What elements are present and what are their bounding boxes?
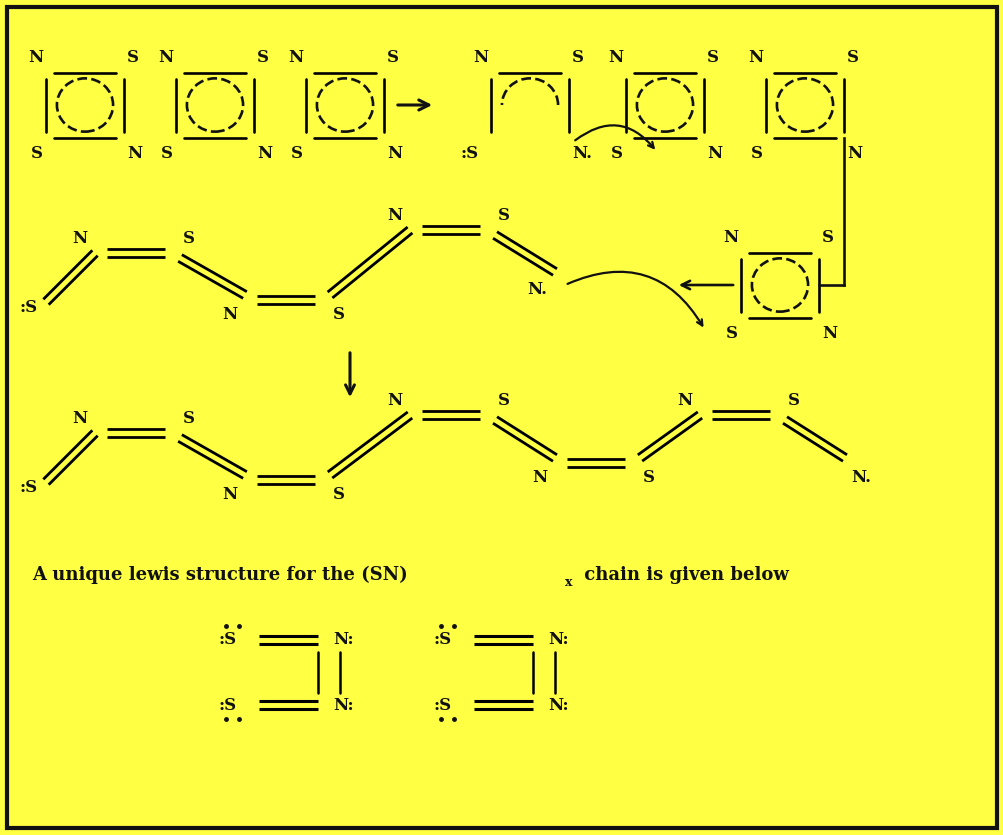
Text: N: N — [722, 229, 737, 245]
Text: S: S — [750, 144, 762, 161]
Text: N: N — [386, 392, 401, 409]
Text: A unique lewis structure for the (SN): A unique lewis structure for the (SN) — [32, 566, 407, 584]
Text: S: S — [706, 48, 718, 65]
Text: S: S — [333, 486, 345, 503]
Text: N: N — [222, 486, 237, 503]
Text: N: N — [257, 144, 272, 161]
Text: N: N — [222, 306, 237, 323]
Text: :S: :S — [433, 696, 451, 713]
Text: N: N — [386, 207, 401, 224]
Text: S: S — [386, 48, 398, 65]
Text: N: N — [288, 48, 303, 65]
Text: :S: :S — [433, 631, 451, 649]
Text: S: S — [821, 229, 833, 245]
Text: S: S — [291, 144, 303, 161]
Text: :S: :S — [460, 144, 478, 161]
Text: N.: N. — [851, 469, 871, 486]
Text: N.: N. — [527, 281, 547, 298]
Text: N: N — [157, 48, 173, 65]
Text: S: S — [257, 48, 269, 65]
Text: N: N — [28, 48, 43, 65]
Text: N: N — [126, 144, 142, 161]
Text: S: S — [787, 392, 799, 409]
Text: N:: N: — [333, 696, 353, 713]
Text: N: N — [607, 48, 623, 65]
Text: S: S — [725, 325, 737, 342]
Text: N: N — [821, 325, 837, 342]
Text: S: S — [126, 48, 138, 65]
Text: S: S — [572, 48, 584, 65]
Text: S: S — [497, 392, 510, 409]
Text: N: N — [706, 144, 721, 161]
Text: S: S — [183, 230, 195, 247]
Text: S: S — [642, 469, 654, 486]
Text: N: N — [847, 144, 862, 161]
Text: N:: N: — [548, 631, 568, 649]
Text: N: N — [386, 144, 402, 161]
Text: N.: N. — [572, 144, 592, 161]
Text: chain is given below: chain is given below — [578, 566, 788, 584]
Text: N:: N: — [548, 696, 568, 713]
Text: S: S — [497, 207, 510, 224]
Text: :S: :S — [20, 298, 38, 316]
Text: N: N — [72, 410, 87, 427]
Text: N:: N: — [333, 631, 353, 649]
Text: :S: :S — [219, 696, 237, 713]
Text: N: N — [532, 469, 547, 486]
Text: N: N — [472, 48, 487, 65]
Text: S: S — [611, 144, 623, 161]
Text: x: x — [565, 576, 572, 590]
Text: S: S — [31, 144, 43, 161]
Text: S: S — [333, 306, 345, 323]
Text: :S: :S — [20, 478, 38, 495]
Text: S: S — [847, 48, 859, 65]
Text: N: N — [747, 48, 762, 65]
Text: :S: :S — [219, 631, 237, 649]
Text: S: S — [183, 410, 195, 427]
Text: N: N — [72, 230, 87, 247]
Text: N: N — [676, 392, 691, 409]
Text: S: S — [160, 144, 173, 161]
